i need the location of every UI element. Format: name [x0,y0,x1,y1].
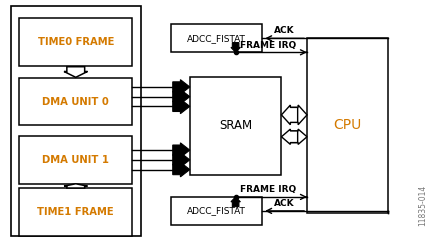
Text: FRAME IRQ: FRAME IRQ [239,41,296,50]
Text: FRAME IRQ: FRAME IRQ [239,186,296,194]
Polygon shape [290,129,306,144]
Text: DMA UNIT 0: DMA UNIT 0 [42,96,109,107]
Bar [19,188,132,236]
Text: SRAM: SRAM [219,119,252,132]
Text: DMA UNIT 1: DMA UNIT 1 [42,155,109,165]
Polygon shape [230,43,240,52]
Text: ADCC_FISTAT: ADCC_FISTAT [187,34,245,43]
Bar [170,24,262,52]
Polygon shape [172,80,189,94]
Bar [19,136,132,184]
Bar [19,18,132,66]
Polygon shape [290,105,306,125]
Text: ADCC_FISTAT: ADCC_FISTAT [187,206,245,215]
Polygon shape [281,129,297,144]
Polygon shape [281,105,297,125]
Polygon shape [64,67,87,77]
Text: CPU: CPU [332,118,361,132]
Polygon shape [172,153,189,167]
Polygon shape [172,162,189,177]
Polygon shape [230,197,240,207]
Text: TIME0 FRAME: TIME0 FRAME [37,37,114,47]
Text: 11835-014: 11835-014 [418,185,427,226]
Bar [170,197,262,225]
Text: ACK: ACK [274,199,294,208]
Polygon shape [64,184,87,188]
Text: TIME1 FRAME: TIME1 FRAME [37,207,114,217]
Polygon shape [172,143,189,157]
Bar [189,77,281,175]
Bar [19,78,132,125]
Bar [11,6,141,236]
Polygon shape [172,99,189,114]
Text: ACK: ACK [274,26,294,35]
Bar [306,38,387,213]
Polygon shape [172,89,189,104]
